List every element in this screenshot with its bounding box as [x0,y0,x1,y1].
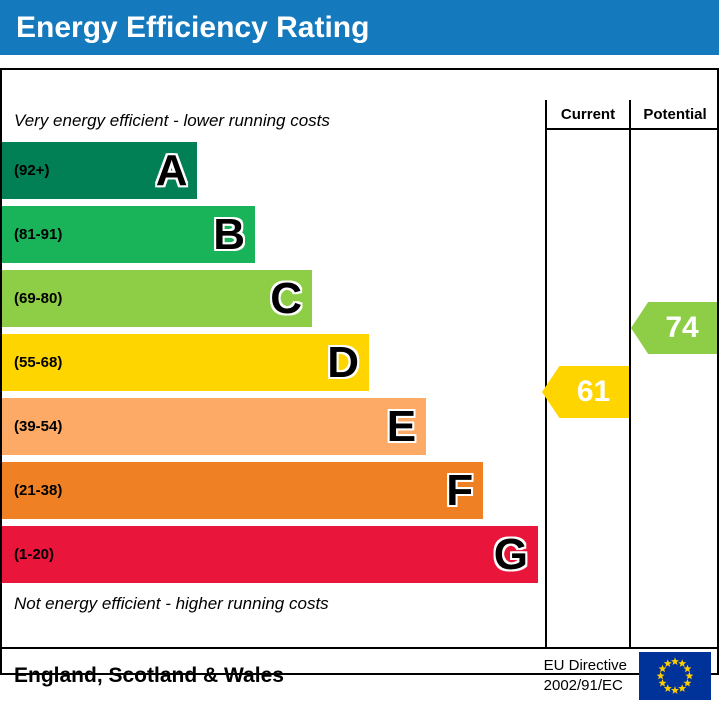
band-bar-g: (1-20) G [2,526,538,583]
band-letter: C [270,273,303,323]
current-column-divider [545,100,547,647]
band-letter: A [155,145,188,195]
band-range-label: (1-20) [14,546,55,563]
band-range-label: (55-68) [14,354,63,371]
band-letter: F [446,465,474,515]
band-range-label: (92+) [14,162,50,179]
rating-chart-area: Current Potential Very energy efficient … [2,100,719,649]
band-range-label: (21-38) [14,482,63,499]
band-row-a: (92+) A [2,142,545,206]
bottom-note: Not energy efficient - higher running co… [14,593,329,613]
potential-column-header: Potential [631,100,719,130]
footer-right: EU Directive 2002/91/EC [544,652,717,700]
current-rating-arrow: 61 [542,366,629,418]
band-row-b: (81-91) B [2,206,545,270]
band-range-label: (69-80) [14,290,63,307]
band-bar-c: (69-80) C [2,270,313,327]
potential-rating-value: 74 [665,311,699,344]
band-bar-f: (21-38) F [2,462,484,519]
band-row-g: (1-20) G [2,526,545,590]
footer-region-label: England, Scotland & Wales [14,664,284,687]
bands-container: (92+) A (81-91) B (69-80) C (55-68) D (39-54) E (2… [2,142,545,590]
band-row-f: (21-38) F [2,462,545,526]
band-bar-e: (39-54) E [2,398,427,455]
eu-directive-line2: 2002/91/EC [543,677,623,694]
band-bar-d: (55-68) D [2,334,370,391]
band-letter: D [327,337,360,387]
top-note: Very energy efficient - lower running co… [14,111,330,130]
band-range-label: (81-91) [14,226,63,243]
eu-flag-icon [639,652,711,700]
band-bar-a: (92+) A [2,142,198,199]
chart-title-bar: Energy Efficiency Rating [0,0,719,55]
current-column-header: Current [547,100,629,130]
band-bar-b: (81-91) B [2,206,256,263]
potential-column-divider [629,100,631,647]
band-letter: G [493,529,528,579]
eu-directive-label: EU Directive 2002/91/EC [544,656,627,697]
band-row-d: (55-68) D [2,334,545,398]
eu-directive-line1: EU Directive [543,656,627,674]
band-row-e: (39-54) E [2,398,545,462]
potential-rating-arrow: 74 [631,302,717,354]
chart-title: Energy Efficiency Rating [16,10,370,44]
band-range-label: (39-54) [14,418,63,435]
band-row-c: (69-80) C [2,270,545,334]
footer: England, Scotland & Wales EU Directive 2… [2,649,717,703]
rating-panel: Current Potential Very energy efficient … [0,68,719,700]
band-letter: B [213,209,246,259]
band-letter: E [386,401,417,451]
current-rating-value: 61 [576,375,611,408]
